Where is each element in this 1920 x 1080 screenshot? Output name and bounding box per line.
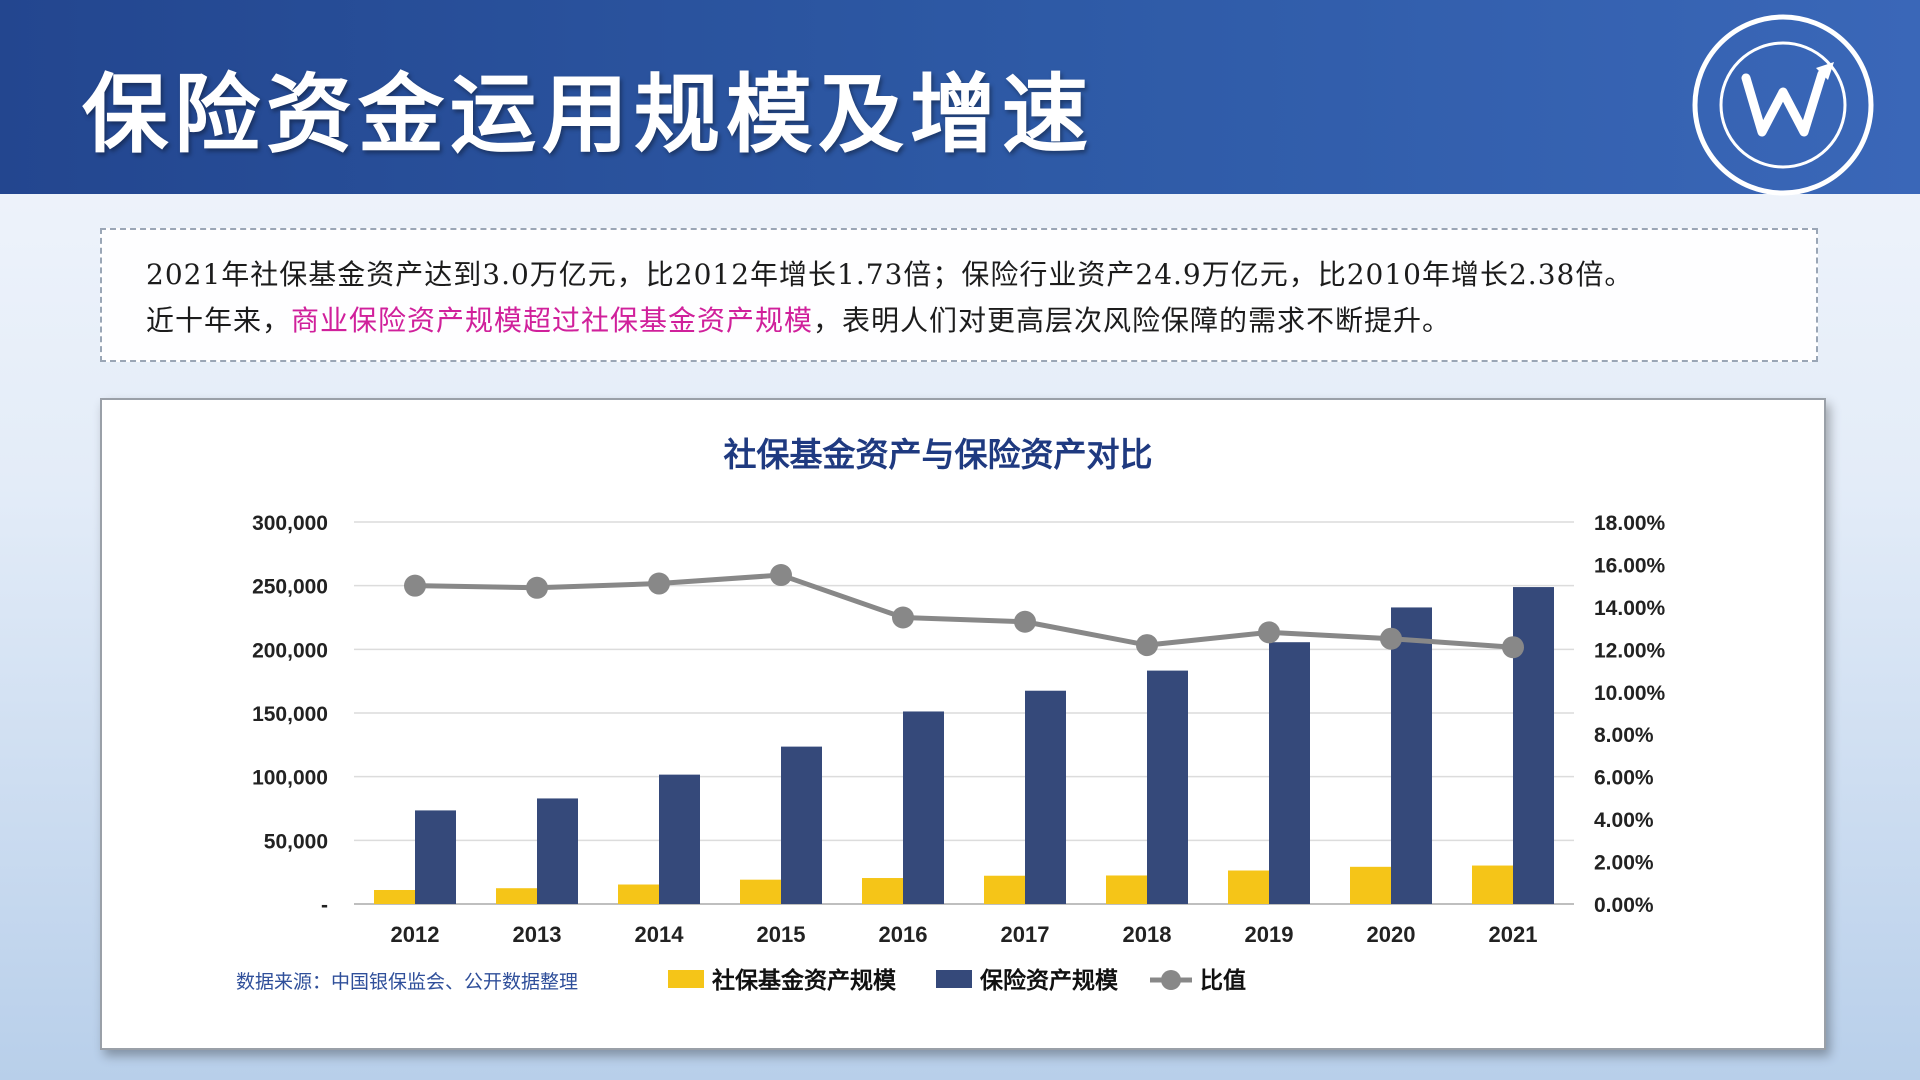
- right-axis-tick-label: 0.00%: [1594, 894, 1654, 917]
- x-axis-tick-label: 2013: [513, 922, 562, 947]
- ratio-point: [1014, 610, 1036, 633]
- bar-insurance-assets: [781, 746, 822, 904]
- summary-line-2-prefix: 近十年来，: [146, 304, 292, 337]
- ratio-point: [1258, 621, 1280, 644]
- right-axis-tick-label: 2.00%: [1594, 852, 1654, 875]
- legend-marker-ratio: [1161, 970, 1181, 990]
- ratio-point: [1380, 627, 1402, 650]
- ratio-point: [1502, 636, 1524, 659]
- ratio-point: [1136, 634, 1158, 657]
- bar-social-security: [1472, 865, 1513, 904]
- x-axis-tick-label: 2018: [1123, 922, 1172, 947]
- bar-insurance-assets: [415, 810, 456, 904]
- chart-panel: 社保基金资产与保险资产对比 - 50,000 100,000 150,000 200,00…: [100, 398, 1826, 1050]
- bar-insurance-assets: [1269, 642, 1310, 904]
- ratio-point: [526, 576, 548, 599]
- legend-label-insurance: 保险资产规模: [979, 967, 1119, 993]
- ratio-point: [892, 606, 914, 629]
- left-axis-tick-label: 100,000: [252, 767, 328, 790]
- bar-social-security: [984, 875, 1025, 904]
- left-axis-tick-label: -: [321, 894, 328, 917]
- bar-social-security: [496, 888, 537, 904]
- bar-insurance-assets: [903, 711, 944, 904]
- chart-title: 社保基金资产与保险资产对比: [724, 436, 1153, 473]
- left-axis-tick-label: 200,000: [252, 639, 328, 662]
- x-axis-tick-label: 2012: [391, 922, 440, 947]
- ratio-point: [648, 572, 670, 595]
- bar-insurance-assets: [1147, 670, 1188, 904]
- x-axis-tick-label: 2016: [879, 922, 928, 947]
- bar-social-security: [618, 884, 659, 904]
- x-axis-tick-label: 2014: [635, 922, 685, 947]
- bar-social-security: [862, 878, 903, 904]
- ratio-line: [414, 572, 1514, 650]
- right-axis-tick-label: 16.00%: [1594, 554, 1666, 577]
- x-axis-tick-label: 2019: [1245, 922, 1294, 947]
- bar-insurance-assets: [1391, 607, 1432, 904]
- page-title: 保险资金运用规模及增速: [82, 65, 1094, 165]
- bar-social-security: [374, 889, 415, 904]
- summary-line-1: 2021年社保基金资产达到3.0万亿元，比2012年增长1.73倍；保险行业资产…: [146, 258, 1634, 291]
- right-axis-tick-label: 18.00%: [1594, 512, 1666, 535]
- ratio-point: [404, 574, 426, 597]
- x-axis-tick-label: 2015: [757, 922, 806, 947]
- legend-swatch-social: [668, 970, 704, 988]
- page-header: 保险资金运用规模及增速: [0, 0, 1920, 196]
- left-axis-tick-label: 300,000: [252, 512, 328, 535]
- right-axis-tick-label: 10.00%: [1594, 682, 1666, 705]
- legend-label-ratio: 比值: [1200, 967, 1246, 993]
- legend-label-social: 社保基金资产规模: [712, 967, 897, 993]
- right-axis-tick-label: 14.00%: [1594, 597, 1666, 620]
- right-axis-tick-label: 8.00%: [1594, 724, 1654, 747]
- source-note: 数据来源：中国银保监会、公开数据整理: [236, 971, 578, 993]
- x-axis-tick-label: 2020: [1367, 922, 1416, 947]
- bar-insurance-assets: [537, 798, 578, 904]
- right-axis-tick-label: 12.00%: [1594, 639, 1666, 662]
- bar-insurance-assets: [1025, 690, 1066, 904]
- right-axis-tick-label: 6.00%: [1594, 767, 1654, 790]
- bar-insurance-assets: [1513, 587, 1554, 904]
- left-axis-tick-label: 150,000: [252, 703, 328, 726]
- ratio-point: [770, 564, 792, 587]
- x-axis-tick-label: 2021: [1489, 922, 1538, 947]
- bar-social-security: [1106, 875, 1147, 904]
- right-axis-tick-label: 4.00%: [1594, 809, 1654, 832]
- summary-line-2-suffix: ，表明人们对更高层次风险保障的需求不断提升。: [813, 304, 1452, 337]
- assets-comparison-chart: 社保基金资产与保险资产对比 - 50,000 100,000 150,000 200,00…: [236, 436, 1666, 993]
- summary-highlight: 商业保险资产规模超过社保基金资产规模: [291, 304, 814, 337]
- bar-insurance-assets: [659, 774, 700, 904]
- bar-social-security: [1350, 866, 1391, 904]
- research-center-logo: [1692, 14, 1874, 196]
- summary-note: 2021年社保基金资产达到3.0万亿元，比2012年增长1.73倍；保险行业资产…: [100, 228, 1818, 362]
- summary-line-2: 近十年来，商业保险资产规模超过社保基金资产规模，表明人们对更高层次风险保障的需求…: [146, 298, 1816, 344]
- left-axis-tick-label: 50,000: [264, 830, 328, 853]
- x-axis-tick-label: 2017: [1001, 922, 1050, 947]
- left-axis-tick-label: 250,000: [252, 576, 328, 599]
- legend-swatch-insurance: [936, 970, 972, 988]
- bar-social-security: [1228, 870, 1269, 904]
- bar-social-security: [740, 879, 781, 904]
